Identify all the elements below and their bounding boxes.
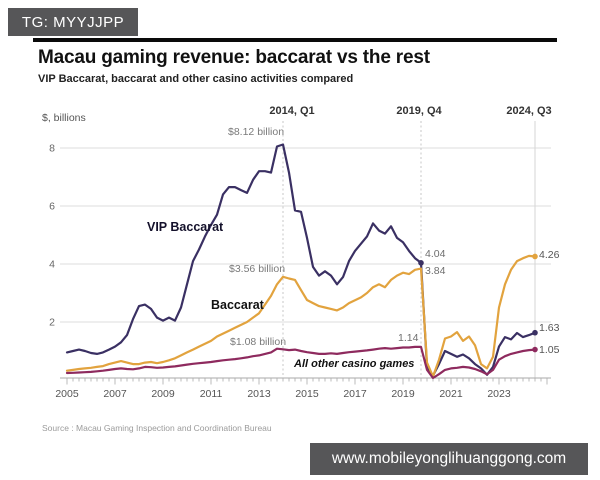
svg-text:2013: 2013 (247, 388, 271, 400)
annotation-other-peak-value: $1.08 billion (230, 336, 287, 348)
svg-text:2019: 2019 (391, 388, 415, 400)
annotation-baccarat-latest-value: 4.26 (539, 249, 560, 261)
website-watermark: www.mobileyonglihuanggong.com (310, 443, 588, 475)
header-rule (33, 38, 557, 42)
annotation-other-latest-value: 1.05 (539, 344, 560, 356)
chart-subtitle: VIP Baccarat, baccarat and other casino … (38, 73, 354, 85)
svg-text:2: 2 (49, 317, 55, 329)
svg-text:2009: 2009 (151, 388, 175, 400)
svg-text:2005: 2005 (55, 388, 79, 400)
annotation-vip-peak-value: $8.12 billion (228, 126, 285, 138)
svg-text:2007: 2007 (103, 388, 127, 400)
event-label-2019-q4: 2019, Q4 (396, 105, 442, 117)
svg-text:2015: 2015 (295, 388, 319, 400)
svg-text:2021: 2021 (439, 388, 463, 400)
annotation-vip-latest-value: 1.63 (539, 322, 560, 334)
series-label-baccarat: Baccarat (211, 298, 264, 312)
annotation-vip-2019-value: 4.04 (425, 248, 446, 260)
source-note: Source : Macau Gaming Inspection and Coo… (42, 423, 272, 433)
annotation-baccarat-peak-value: $3.56 billion (229, 263, 286, 275)
svg-text:6: 6 (49, 201, 55, 213)
event-label-2014-q1: 2014, Q1 (269, 105, 315, 117)
chart-title: Macau gaming revenue: baccarat vs the re… (38, 47, 430, 68)
svg-text:2017: 2017 (343, 388, 367, 400)
series-label-all-other-casino-games: All other casino games (294, 358, 415, 370)
y-axis-unit-label: $, billions (42, 112, 86, 124)
svg-text:8: 8 (49, 143, 55, 155)
telegram-watermark-text: TG: MYYJJPP (21, 13, 125, 31)
annotation-other-2019-value: 1.14 (398, 332, 419, 344)
telegram-watermark: TG: MYYJJPP (8, 8, 138, 36)
series-label-vip-baccarat: VIP Baccarat (147, 220, 224, 234)
website-watermark-text: www.mobileyonglihuanggong.com (331, 450, 567, 467)
event-label-2024-q3: 2024, Q3 (506, 105, 552, 117)
svg-text:2011: 2011 (200, 388, 223, 400)
svg-text:4: 4 (49, 259, 55, 271)
annotation-baccarat-2019-value: 3.84 (425, 265, 446, 277)
svg-text:2023: 2023 (487, 388, 511, 400)
